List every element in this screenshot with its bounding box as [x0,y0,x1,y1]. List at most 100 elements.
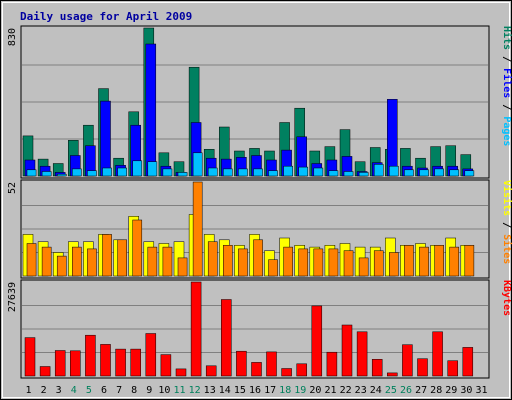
bar-sites-day-27 [419,246,429,277]
x-tick-label-day-8: 8 [131,385,137,396]
x-tick-label-day-22: 22 [340,385,352,396]
bar-kbytes-day-10 [160,354,172,377]
x-tick-label-day-31: 31 [475,385,487,396]
bar-pages-day-23 [358,172,369,177]
bar-pages-day-26 [404,169,414,177]
bar-kbytes-day-25 [387,372,398,377]
bar-kbytes-day-17 [266,351,277,377]
bar-pages-day-29 [449,169,460,177]
bar-pages-day-13 [207,167,218,177]
bar-pages-day-5 [87,170,97,177]
bar-pages-day-10 [162,168,173,177]
bar-pages-day-14 [223,168,233,177]
bar-sites-day-13 [207,241,218,277]
x-tick-label-day-21: 21 [324,385,336,396]
legend-separator: / [501,216,512,234]
x-tick-label-day-16: 16 [249,385,261,396]
bar-sites-day-26 [404,245,414,277]
bar-sites-day-23 [358,257,369,277]
panel-hits-legend: Hits / Files / Pages [501,26,512,146]
bar-sites-day-15 [238,248,248,277]
bar-kbytes-day-14 [221,299,232,377]
bar-pages-day-18 [283,165,293,177]
x-tick-label-day-17: 17 [264,385,276,396]
bar-sites-day-17 [268,259,278,277]
x-tick-label-day-20: 20 [309,385,321,396]
x-tick-label-day-14: 14 [219,385,231,396]
x-tick-label-day-24: 24 [370,385,382,396]
x-tick-label-day-10: 10 [158,385,170,396]
x-tick-label-day-2: 2 [41,385,47,396]
bar-sites-day-14 [223,245,233,277]
bar-kbytes-day-19 [296,363,307,377]
x-tick-label-day-28: 28 [430,385,442,396]
panel-kbytes-ymax-label: 27639 [7,282,18,312]
x-tick-label-day-29: 29 [445,385,457,396]
x-tick-label-day-27: 27 [415,385,427,396]
bar-sites-day-16 [253,239,263,277]
bar-kbytes-day-2 [39,366,51,377]
x-tick-label-day-23: 23 [355,385,367,396]
bar-kbytes-day-26 [402,344,413,377]
bar-kbytes-day-9 [145,333,157,377]
bar-kbytes-day-7 [115,348,126,377]
x-tick-label-day-12: 12 [189,385,201,396]
x-tick-label-day-1: 1 [25,385,31,396]
bar-sites-day-21 [328,248,339,277]
bar-kbytes-day-21 [326,351,338,377]
bar-sites-day-1 [26,243,37,277]
bar-pages-day-27 [419,169,429,177]
x-tick-label-day-25: 25 [385,385,397,396]
bar-kbytes-day-23 [356,331,368,377]
x-tick-label-day-15: 15 [234,385,246,396]
bar-pages-day-28 [434,168,444,177]
bar-sites-day-9 [147,246,158,277]
bar-sites-day-12 [192,181,203,277]
bar-kbytes-day-6 [100,344,111,377]
bar-pages-day-30 [464,170,475,177]
bar-kbytes-day-8 [130,348,141,377]
x-tick-label-day-13: 13 [204,385,216,396]
chart-panels: 830 Hits / Files / Pages 52 Visits / Sites 2… [7,25,512,379]
bar-pages-day-20 [313,167,324,177]
bar-sites-day-22 [343,250,354,277]
bar-kbytes-day-29 [447,360,458,377]
legend-sites: Sites [501,234,512,264]
bar-pages-day-22 [343,171,354,177]
bar-sites-day-6 [102,234,112,277]
bar-kbytes-day-1 [24,337,36,377]
chart-title: Daily usage for April 2009 [20,10,192,23]
bar-kbytes-day-22 [341,324,353,377]
bar-pages-day-15 [238,168,248,177]
bar-kbytes-day-3 [54,350,66,377]
legend-kbytes: KBytes [501,280,512,316]
legend-separator: / [501,98,512,116]
x-tick-label-day-19: 19 [294,385,306,396]
bar-sites-day-30 [464,245,475,277]
bar-kbytes-day-4 [70,350,81,377]
panel-visits: 52 Visits / Sites [7,179,512,279]
bar-sites-day-28 [434,245,444,277]
bar-kbytes-day-30 [462,347,474,377]
bar-sites-day-7 [117,239,127,277]
bar-sites-day-5 [87,248,97,277]
bar-pages-day-21 [328,170,339,177]
x-tick-label-day-18: 18 [279,385,291,396]
panel-hits: 830 Hits / Files / Pages [7,25,512,179]
bar-pages-day-8 [132,160,143,177]
bar-sites-day-2 [41,246,52,277]
bar-pages-day-1 [26,169,37,177]
panel-visits-legend: Visits / Sites [501,180,512,264]
bar-pages-day-12 [192,152,203,177]
panel-kbytes: 27639 KBytes [7,279,512,379]
legend-pages: Pages [501,116,512,146]
bar-pages-day-25 [389,165,399,177]
bar-kbytes-day-5 [85,334,96,377]
legend-hits: Hits [501,26,512,50]
bar-kbytes-day-28 [432,331,443,377]
bar-kbytes-day-24 [371,359,383,377]
bar-sites-day-8 [132,219,143,277]
